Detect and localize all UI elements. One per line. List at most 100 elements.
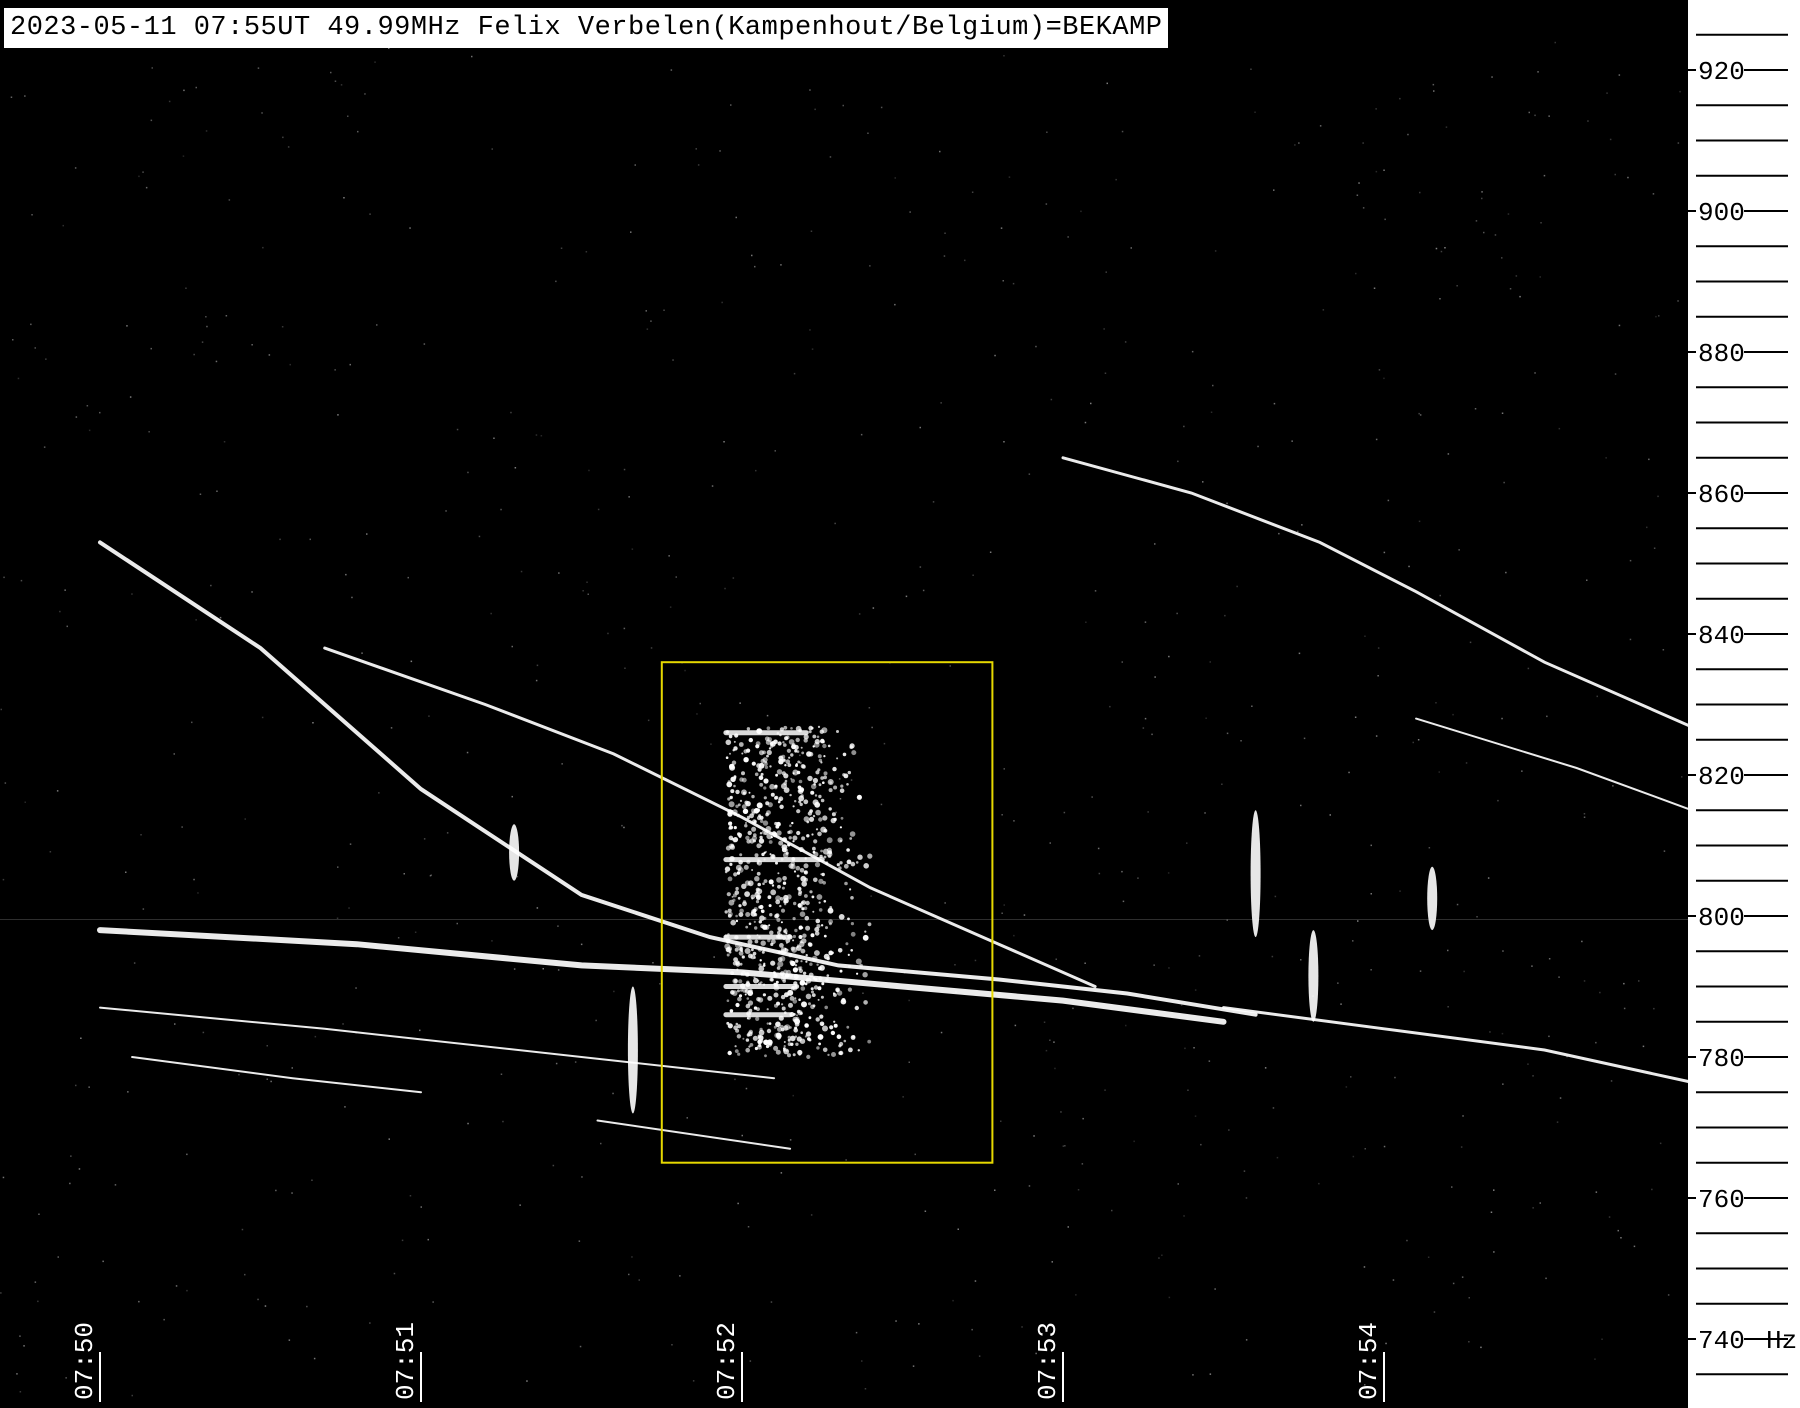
burst-dot <box>733 784 736 788</box>
burst-dot <box>780 975 787 982</box>
burst-dot <box>828 922 832 926</box>
burst-dot <box>742 808 749 814</box>
burst-dot <box>751 869 754 871</box>
meteor-ping-4 <box>1427 866 1438 931</box>
noise-dot <box>142 908 145 910</box>
burst-dot <box>855 861 859 864</box>
noise-dot <box>1001 814 1003 816</box>
noise-dot <box>1194 989 1197 991</box>
burst-dot <box>790 753 794 757</box>
noise-dot <box>195 86 197 89</box>
noise-dot <box>1176 612 1178 615</box>
noise-dot <box>1377 647 1380 649</box>
noise-dot <box>595 1019 597 1022</box>
noise-dot <box>148 431 150 433</box>
noise-dot <box>349 843 352 845</box>
noise-dot <box>500 508 502 511</box>
noise-dot <box>1519 295 1521 298</box>
noise-dot <box>251 344 253 346</box>
burst-dot <box>792 840 795 843</box>
burst-dot <box>843 863 849 869</box>
noise-dot <box>182 155 185 157</box>
noise-dot <box>24 801 26 803</box>
noise-dot <box>1679 90 1681 93</box>
burst-dot <box>826 974 830 977</box>
burst-dot <box>739 908 744 914</box>
noise-dot <box>1618 74 1621 76</box>
burst-dot <box>790 727 793 730</box>
burst-dot <box>812 777 819 784</box>
noise-dot <box>1212 384 1214 387</box>
burst-dot <box>795 763 798 766</box>
noise-dot <box>1105 271 1107 273</box>
noise-dot <box>1419 191 1421 194</box>
burst-dot <box>781 1003 784 1006</box>
noise-dot <box>519 1204 521 1206</box>
noise-dot <box>1633 1245 1636 1248</box>
noise-dot <box>456 922 458 925</box>
noise-dot <box>1469 641 1472 644</box>
noise-dot <box>262 246 264 249</box>
burst-dot <box>729 763 735 770</box>
burst-dot <box>816 924 821 929</box>
noise-dot <box>634 164 636 166</box>
burst-dot <box>862 934 869 941</box>
burst-dot <box>836 863 840 867</box>
burst-dot <box>733 826 737 830</box>
burst-dot <box>770 836 773 839</box>
noise-dot <box>560 247 563 249</box>
noise-dot <box>423 838 426 840</box>
noise-dot <box>1111 1209 1113 1212</box>
burst-dot <box>767 995 773 1001</box>
noise-dot <box>1462 1115 1464 1117</box>
burst-dot <box>802 849 805 852</box>
noise-dot <box>1130 247 1132 249</box>
burst-dot <box>808 1002 811 1006</box>
noise-dot <box>348 907 350 909</box>
noise-dot <box>1493 1251 1495 1253</box>
burst-dot <box>794 800 797 803</box>
noise-dot <box>1200 1143 1202 1146</box>
noise-dot <box>1378 369 1381 371</box>
noise-dot <box>1264 1067 1267 1069</box>
burst-dot <box>856 972 859 975</box>
noise-dot <box>193 878 195 881</box>
noise-dot <box>1456 903 1459 906</box>
burst-dot <box>760 758 765 764</box>
burst-dot <box>783 1041 786 1043</box>
burst-dot <box>806 834 810 838</box>
burst-dot <box>857 1049 860 1052</box>
burst-dot <box>737 896 741 900</box>
burst-dot <box>785 1049 788 1052</box>
burst-dot <box>750 954 756 960</box>
burst-dot <box>814 950 820 956</box>
noise-dot <box>1003 441 1005 443</box>
noise-dot <box>1104 372 1107 374</box>
burst-dot <box>798 998 801 1001</box>
burst-dot <box>758 963 762 967</box>
noise-dot <box>1273 189 1275 191</box>
burst-dot <box>803 816 810 822</box>
burst-dot <box>808 816 815 822</box>
noise-dot <box>1363 1266 1366 1268</box>
noise-dot <box>699 702 701 705</box>
burst-dot <box>833 817 837 822</box>
noise-dot <box>1177 1183 1179 1185</box>
burst-dot <box>781 783 787 790</box>
noise-dot <box>1187 1089 1189 1091</box>
noise-dot <box>1623 1007 1626 1010</box>
noise-dot <box>1432 83 1435 86</box>
noise-dot <box>429 875 432 877</box>
noise-dot <box>1627 176 1629 179</box>
noise-dot <box>536 907 539 909</box>
burst-dot <box>745 1047 750 1053</box>
burst-dot <box>816 894 823 900</box>
noise-dot <box>1445 126 1448 128</box>
noise-dot <box>855 1331 858 1334</box>
noise-dot <box>1447 1006 1449 1008</box>
burst-dot <box>848 964 851 968</box>
burst-dot <box>728 835 734 841</box>
noise-dot <box>1298 652 1301 655</box>
burst-dot <box>753 913 758 917</box>
noise-dot <box>10 96 13 98</box>
